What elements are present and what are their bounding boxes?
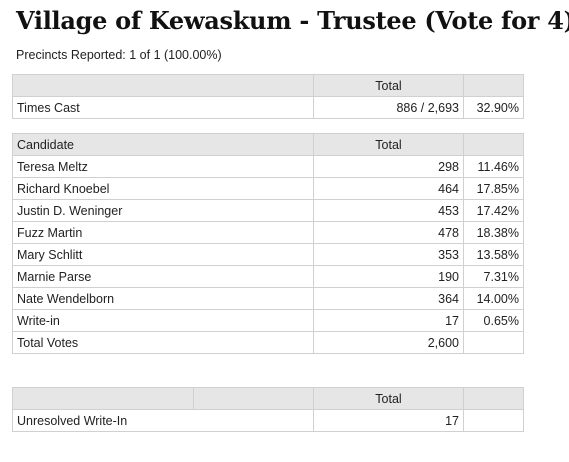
precincts-reported: Precincts Reported: 1 of 1 (100.00%)	[16, 48, 222, 62]
empty-cell	[463, 409, 524, 432]
total-column-header: Total	[313, 133, 464, 156]
candidate-results-table: Candidate Total Teresa Meltz 298 11.46% …	[12, 133, 524, 354]
total-votes-value: 2,600	[313, 331, 464, 354]
writein-value: 17	[313, 409, 464, 432]
candidate-name: Mary Schlitt	[12, 243, 314, 266]
times-cast-row: Times Cast 886 / 2,693 32.90%	[12, 96, 524, 119]
candidate-votes: 353	[313, 243, 464, 266]
writein-row: Unresolved Write-In 17	[12, 409, 524, 432]
unresolved-writein-table: Total Unresolved Write-In 17	[12, 387, 524, 432]
header-empty-cell	[463, 387, 524, 410]
times-cast-total-header: Total	[313, 74, 464, 97]
candidate-name: Justin D. Weninger	[12, 199, 314, 222]
times-cast-table: Total Times Cast 886 / 2,693 32.90%	[12, 74, 524, 119]
table-row: Richard Knoebel 464 17.85%	[12, 177, 524, 200]
candidate-name: Teresa Meltz	[12, 155, 314, 178]
header-empty-cell	[463, 74, 524, 97]
table-row: Marnie Parse 190 7.31%	[12, 265, 524, 288]
table-row: Write-in 17 0.65%	[12, 309, 524, 332]
times-cast-percent: 32.90%	[463, 96, 524, 119]
candidate-name: Nate Wendelborn	[12, 287, 314, 310]
writein-header-row: Total	[12, 387, 524, 410]
candidate-votes: 298	[313, 155, 464, 178]
candidate-name: Marnie Parse	[12, 265, 314, 288]
candidate-votes: 364	[313, 287, 464, 310]
table-row: Nate Wendelborn 364 14.00%	[12, 287, 524, 310]
table-row: Justin D. Weninger 453 17.42%	[12, 199, 524, 222]
candidate-votes: 453	[313, 199, 464, 222]
total-votes-row: Total Votes 2,600	[12, 331, 524, 354]
candidate-column-header: Candidate	[12, 133, 314, 156]
candidate-percent: 17.85%	[463, 177, 524, 200]
writein-label: Unresolved Write-In	[12, 409, 314, 432]
times-cast-value: 886 / 2,693	[313, 96, 464, 119]
total-votes-label: Total Votes	[12, 331, 314, 354]
candidate-name: Fuzz Martin	[12, 221, 314, 244]
header-empty-cell	[12, 387, 194, 410]
table-row: Mary Schlitt 353 13.58%	[12, 243, 524, 266]
page-title: Village of Kewaskum - Trustee (Vote for …	[16, 6, 569, 35]
candidate-percent: 0.65%	[463, 309, 524, 332]
candidate-name: Richard Knoebel	[12, 177, 314, 200]
table-row: Fuzz Martin 478 18.38%	[12, 221, 524, 244]
header-empty-cell	[463, 133, 524, 156]
candidate-votes: 17	[313, 309, 464, 332]
header-empty-cell	[12, 74, 314, 97]
candidate-percent: 14.00%	[463, 287, 524, 310]
writein-total-header: Total	[313, 387, 464, 410]
candidate-votes: 478	[313, 221, 464, 244]
candidate-percent: 13.58%	[463, 243, 524, 266]
times-cast-label: Times Cast	[12, 96, 314, 119]
header-empty-cell	[193, 387, 314, 410]
candidate-percent: 18.38%	[463, 221, 524, 244]
candidate-votes: 464	[313, 177, 464, 200]
times-cast-header-row: Total	[12, 74, 524, 97]
table-row: Teresa Meltz 298 11.46%	[12, 155, 524, 178]
candidate-percent: 17.42%	[463, 199, 524, 222]
empty-cell	[463, 331, 524, 354]
candidate-percent: 11.46%	[463, 155, 524, 178]
results-header-row: Candidate Total	[12, 133, 524, 156]
candidate-name: Write-in	[12, 309, 314, 332]
candidate-votes: 190	[313, 265, 464, 288]
candidate-percent: 7.31%	[463, 265, 524, 288]
